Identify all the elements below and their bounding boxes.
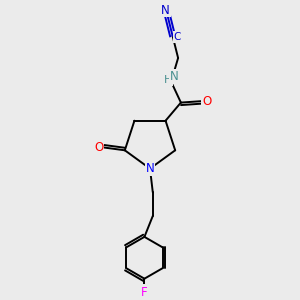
Text: N: N xyxy=(161,4,170,16)
Text: O: O xyxy=(202,95,211,108)
Text: C: C xyxy=(174,32,181,42)
Text: N: N xyxy=(169,70,178,83)
Text: N: N xyxy=(146,162,154,175)
Text: F: F xyxy=(141,286,148,298)
Text: H: H xyxy=(164,75,172,85)
Text: O: O xyxy=(94,141,104,154)
